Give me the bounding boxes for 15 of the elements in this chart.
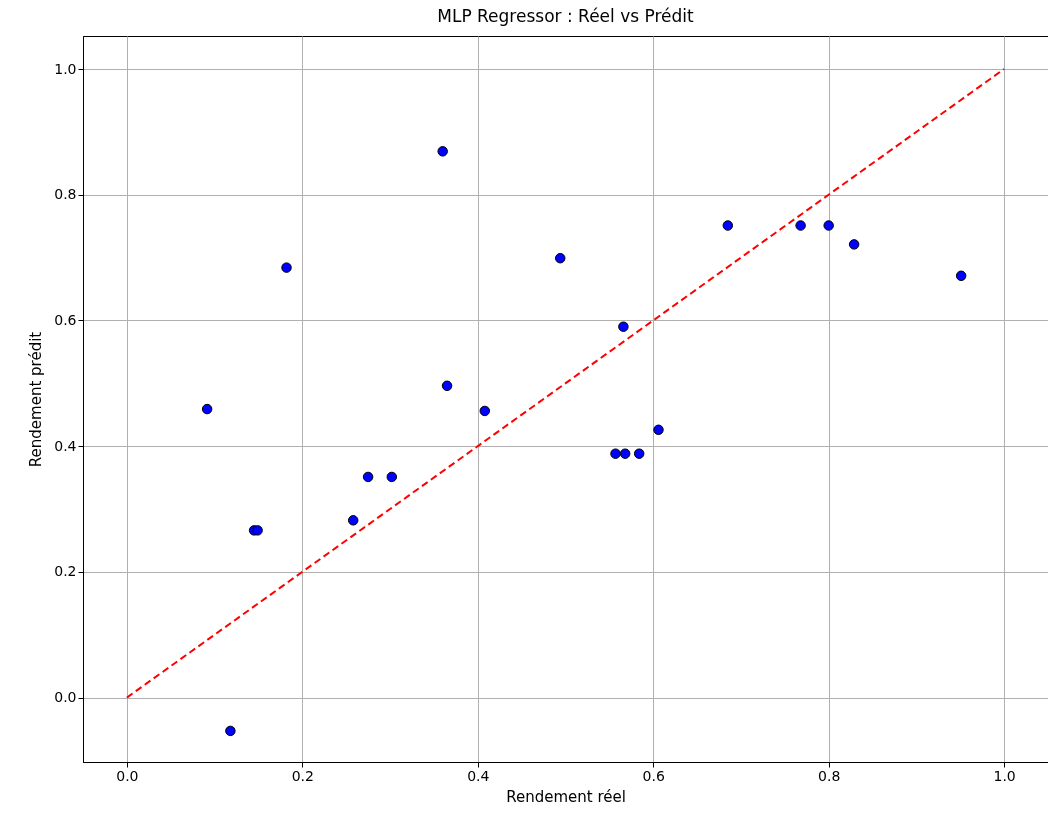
y-tick-label: 0.2 <box>54 563 77 580</box>
chart-title: MLP Regressor : Réel vs Prédit <box>437 6 695 26</box>
x-tick-label: 0.2 <box>291 767 314 784</box>
y-tick-label: 0.8 <box>54 186 77 203</box>
y-tick-label: 0.4 <box>54 437 77 454</box>
y-tick-label: 0.6 <box>54 311 77 328</box>
y-tick-label: 0.0 <box>54 689 77 706</box>
x-tick-label: 0.6 <box>642 767 665 784</box>
x-tick-label: 0.8 <box>818 767 841 784</box>
x-tick-label: 0.0 <box>116 767 139 784</box>
y-tick-label: 1.0 <box>54 60 77 77</box>
x-axis-title: Rendement réel <box>506 787 626 806</box>
x-tick-label: 1.0 <box>993 767 1016 784</box>
y-axis-title: Rendement prédit <box>27 331 46 468</box>
x-tick-label: 0.4 <box>467 767 490 784</box>
